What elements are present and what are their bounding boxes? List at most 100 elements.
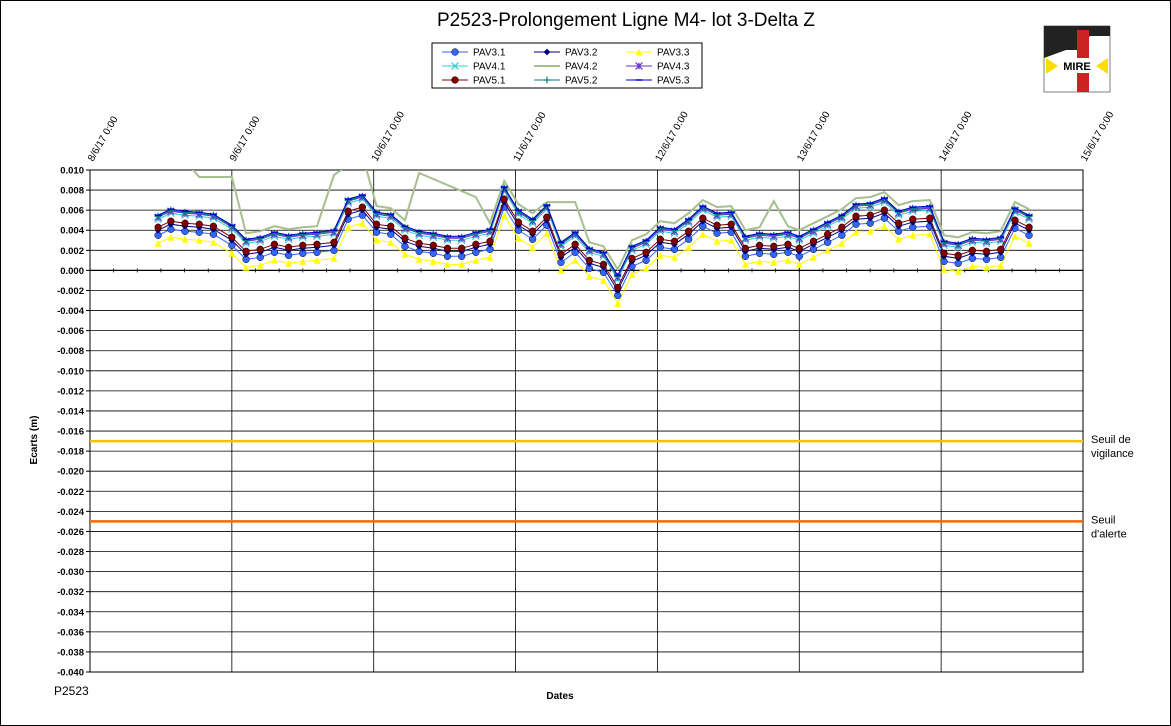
x-tick-label: 12/6/17 0:00 [654, 109, 692, 163]
y-tick-label: -0.026 [57, 527, 84, 538]
data-point [585, 256, 593, 265]
data-point [795, 260, 803, 268]
data-point [656, 235, 664, 243]
data-point [809, 237, 818, 245]
data-point [330, 238, 338, 246]
data-point [954, 251, 962, 259]
data-point [330, 254, 338, 262]
data-point [852, 212, 860, 220]
legend-item: PAV4.1 [442, 62, 506, 73]
legend-label: PAV5.1 [473, 76, 506, 87]
data-point [458, 244, 466, 252]
data-point [784, 256, 792, 264]
data-point [756, 257, 763, 265]
chart-title: P2523-Prolongement Ligne M4- lot 3-Delta… [437, 10, 815, 31]
data-point [443, 244, 452, 252]
legend-item: PAV5.1 [442, 76, 506, 87]
data-point [614, 283, 622, 292]
data-point [824, 230, 832, 238]
legend-item: PAV4.2 [534, 62, 598, 73]
data-point [429, 257, 437, 265]
series-PAV5.2 [154, 184, 1033, 280]
x-tick-label: 8/6/17 0:00 [86, 114, 121, 163]
mire-logo: MIRE [1043, 25, 1111, 93]
legend-item: PAV3.1 [442, 48, 506, 59]
data-point [256, 234, 264, 242]
data-point [242, 236, 250, 244]
data-point [770, 231, 778, 239]
data-point [852, 228, 860, 236]
logo-yellow-left [1046, 58, 1058, 74]
y-tick-label: -0.024 [57, 507, 85, 518]
legend-label: PAV5.3 [657, 76, 690, 87]
x-tick-label: 15/6/17 0:00 [1079, 109, 1117, 163]
data-point [444, 233, 451, 241]
data-point [313, 229, 321, 237]
y-tick-label: -0.036 [57, 627, 84, 638]
series-line [157, 214, 1030, 305]
data-point [628, 254, 636, 263]
data-point [795, 233, 803, 241]
footer-label: P2523 [54, 684, 89, 698]
data-point [895, 208, 902, 216]
data-point [940, 265, 948, 273]
data-point [195, 236, 203, 244]
data-point [543, 76, 551, 84]
logo-text-bg [1058, 58, 1096, 73]
data-point [529, 243, 536, 251]
data-point [228, 233, 236, 241]
data-point [699, 230, 707, 238]
data-point [344, 223, 352, 231]
data-point [656, 251, 664, 259]
threshold-label: d'alerte [1091, 528, 1127, 540]
data-point [458, 260, 466, 268]
data-point [852, 201, 860, 209]
series-line [192, 170, 1030, 272]
data-point [415, 239, 423, 247]
data-point [444, 260, 451, 268]
y-tick-label: -0.004 [57, 306, 85, 317]
y-tick-label: -0.016 [57, 427, 84, 438]
data-point [543, 229, 551, 237]
y-axis-ticks: 0.010 0.008 0.006 0.004 0.002 0.000 -0.002 -0.0… [57, 166, 90, 679]
data-point [154, 212, 162, 220]
data-point [472, 256, 480, 264]
data-point [895, 235, 902, 243]
data-point [256, 245, 264, 253]
x-tick-label: 13/6/17 0:00 [795, 109, 833, 163]
data-point [795, 244, 803, 252]
series-line [157, 187, 1030, 279]
logo-yellow-right [1096, 58, 1108, 74]
y-tick-label: 0.004 [60, 226, 84, 237]
data-point [866, 200, 874, 208]
data-point [983, 236, 990, 244]
data-point [373, 209, 380, 217]
y-tick-label: -0.018 [57, 447, 84, 458]
data-point [727, 236, 735, 244]
y-tick-label: 0.006 [60, 206, 84, 217]
data-point [1025, 212, 1033, 220]
series-PAV5.3 [154, 185, 1033, 277]
data-point [358, 203, 367, 211]
data-point [866, 211, 874, 219]
data-point [429, 241, 437, 249]
y-tick-label: -0.010 [57, 366, 84, 377]
legend-label: PAV4.2 [565, 62, 598, 73]
y-tick-label: -0.006 [57, 326, 84, 337]
data-point [529, 216, 536, 224]
data-point [741, 233, 749, 241]
y-tick-label: 0.000 [60, 266, 84, 277]
data-point [458, 233, 466, 241]
data-point [387, 211, 395, 219]
data-point [271, 256, 278, 264]
data-point [451, 76, 459, 84]
data-point [954, 268, 962, 275]
legend-label: PAV3.3 [657, 48, 690, 59]
data-point [181, 208, 189, 216]
legend: PAV3.1 PAV3.2 PAV3.3 PAV4.1 PAV4.2 PAV4.3 PAV5… [431, 42, 703, 89]
data-point [195, 209, 203, 217]
data-point [181, 235, 189, 243]
data-point [599, 260, 608, 269]
data-point [167, 233, 175, 241]
